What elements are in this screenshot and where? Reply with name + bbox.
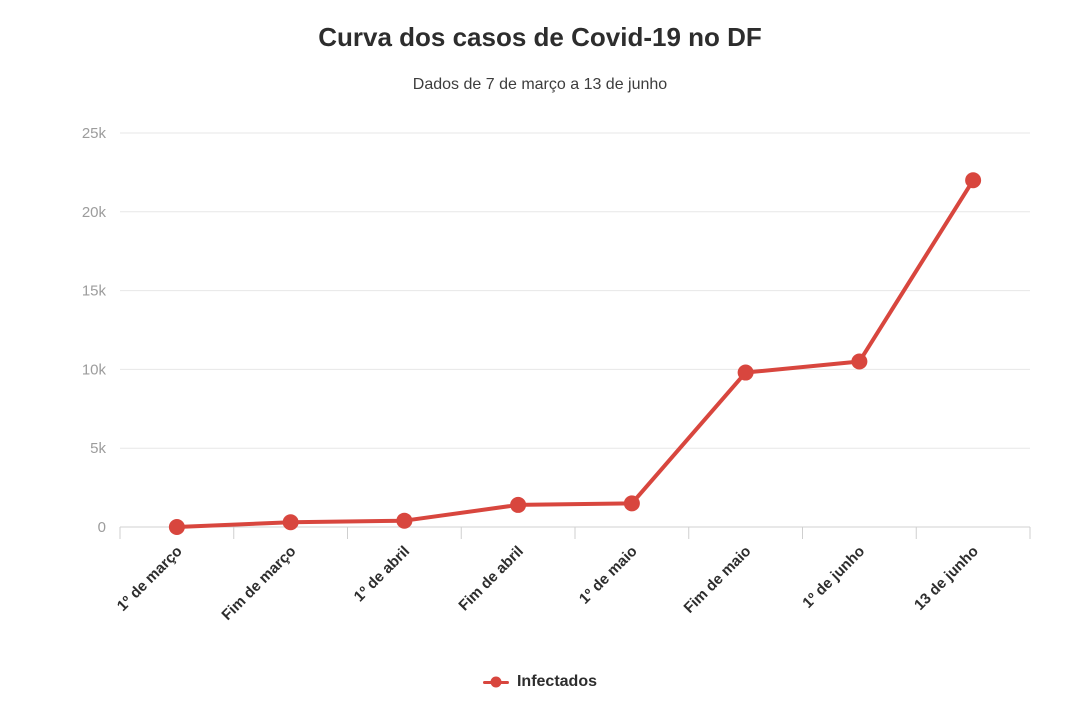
- legend-item-infectados[interactable]: Infectados: [482, 673, 597, 691]
- x-axis-tick-label: Fim de maio: [681, 543, 755, 617]
- x-axis-tick-label: 1º de junho: [799, 543, 868, 612]
- data-point[interactable]: [851, 353, 868, 370]
- x-axis-tick-label: 13 de junho: [911, 543, 982, 614]
- chart-subtitle: Dados de 7 de março a 13 de junho: [412, 76, 668, 93]
- legend-label: Infectados: [516, 673, 597, 690]
- y-axis-tick-label: 20k: [82, 204, 107, 221]
- x-axis-tick-label: 1º de abril: [351, 543, 413, 605]
- data-point[interactable]: [396, 512, 413, 529]
- x-axis-tick-label: Fim de abril: [455, 543, 527, 615]
- data-point[interactable]: [737, 364, 754, 381]
- line-chart: 0 5k 10k 15k 20k 25k 1º de março Fim de março 1º…: [82, 125, 1031, 624]
- line-dot-icon: [482, 676, 509, 689]
- series-line-infectados: [174, 178, 976, 529]
- data-point[interactable]: [510, 496, 527, 513]
- x-axis-tick-label: Fim de março: [218, 543, 299, 624]
- x-axis-tick-label: 1º de maio: [576, 543, 641, 608]
- data-point[interactable]: [282, 514, 299, 531]
- y-axis-tick-label: 15k: [82, 283, 107, 300]
- legend: Infectados: [0, 673, 1080, 691]
- y-axis-tick-label: 0: [98, 519, 106, 536]
- data-point[interactable]: [965, 172, 982, 189]
- y-axis-tick-label: 5k: [90, 440, 106, 457]
- data-point[interactable]: [623, 495, 640, 512]
- data-point[interactable]: [168, 519, 185, 535]
- y-axis-tick-label: 10k: [82, 361, 107, 378]
- x-axis-tick-label: 1º de março: [114, 543, 186, 615]
- chart-title: Curva dos casos de Covid-19 no DF: [318, 22, 762, 52]
- y-axis-tick-label: 25k: [82, 125, 107, 142]
